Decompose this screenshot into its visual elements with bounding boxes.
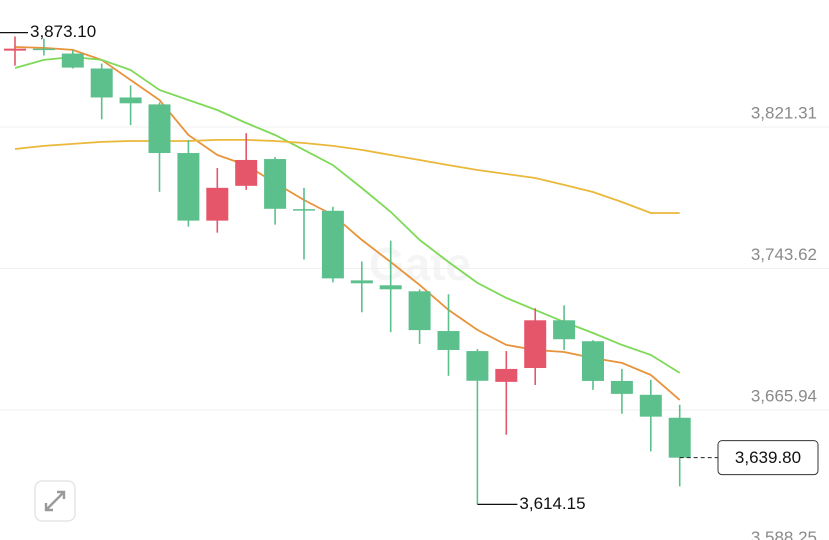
ma-line <box>14 56 681 374</box>
ma-line <box>14 139 680 214</box>
candle-body <box>437 331 460 350</box>
y-tick-label: 3,821.31 <box>751 103 817 122</box>
candle-body <box>408 291 431 331</box>
high-label: 3,873.10 <box>30 22 96 41</box>
candle-body <box>379 285 402 290</box>
candle-body <box>668 417 691 458</box>
expand-button[interactable] <box>34 480 76 522</box>
candle-body <box>610 380 633 394</box>
y-tick-label: 3,665.94 <box>751 387 817 406</box>
candle-body <box>466 351 489 381</box>
candle-body <box>61 53 84 68</box>
ma-line <box>14 46 681 401</box>
candle-body <box>177 153 200 221</box>
candle-body <box>4 48 26 51</box>
y-tick-label: 3,743.62 <box>751 245 817 264</box>
watermark: Gate <box>369 238 471 290</box>
candle-body <box>235 159 258 186</box>
plot: Gate 3,821.31 3,743.62 3,665.94 3,588.25 <box>0 32 829 540</box>
candle-body <box>206 187 229 221</box>
candle-body <box>639 394 662 417</box>
low-label: 3,614.15 <box>519 494 585 513</box>
last-price-box <box>717 440 819 476</box>
candle-body <box>553 320 576 340</box>
last-price-label: 3,639.80 <box>735 448 801 467</box>
candle-body <box>350 280 373 284</box>
expand-icon[interactable] <box>44 490 66 512</box>
candle-body <box>293 209 315 211</box>
candle-body <box>495 368 518 382</box>
candle-body <box>90 68 113 98</box>
candle-body <box>321 210 344 279</box>
candle-body <box>582 341 604 381</box>
candle-body <box>148 104 171 154</box>
y-tick-label: 3,588.25 <box>751 528 817 540</box>
candle-body <box>264 159 287 209</box>
candle-body <box>32 48 55 51</box>
candle-body <box>119 97 142 104</box>
candle-body <box>524 320 547 369</box>
